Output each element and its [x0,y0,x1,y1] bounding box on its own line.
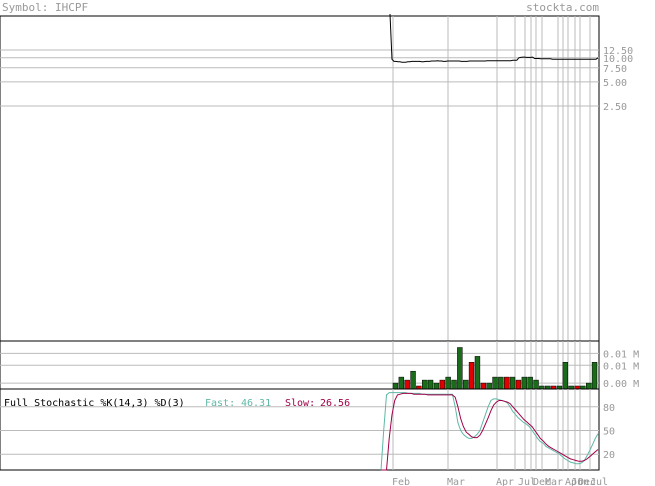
volume-bar [427,379,434,390]
volume-bar [509,376,516,390]
volume-bar [474,356,481,390]
volume-bar [515,379,522,390]
volume-bar [457,347,463,390]
volume-bar [468,362,475,390]
volume-bar [492,376,498,390]
price-tick-label: 2.50 [603,102,627,113]
x-tick-label: Jul [518,477,536,486]
fast-value: 46.31 [241,398,271,409]
stochastic-slow-line [381,392,599,471]
x-tick-label: Dec [578,477,596,486]
price-line [389,13,599,63]
volume-bar [410,370,416,390]
volume-bar [439,379,446,390]
volume-y-axis: 0.01 M0.01 M 0.00 M [603,349,639,390]
volume-bar [586,382,592,390]
volume-bar [422,379,428,390]
volume-bars [392,347,598,390]
price-tick-label: 7.50 [603,64,627,75]
fast-label: Fast: [205,398,235,409]
volume-bar [504,376,510,390]
volume-bar [521,376,528,390]
stochastic-y-axis: 80 50 20 [603,403,615,461]
volume-bar [486,382,492,390]
price-tick-label: 10.00 [603,54,633,65]
slow-value: 26.56 [320,398,350,409]
volume-bar [433,382,440,390]
price-grid [0,16,599,341]
volume-bar [562,362,569,390]
stochastic-grid [0,389,599,470]
slow-label: Slow: [285,398,315,409]
volume-bar [404,379,410,390]
volume-tick-label: 0.01 M [603,361,639,372]
price-panel [0,15,600,342]
x-tick-label: Mar [545,477,563,486]
volume-bar [480,382,487,390]
price-tick-label: 12.50 [603,46,633,57]
volume-bar [533,379,539,390]
price-tick-label: 5.00 [603,78,627,89]
volume-tick-label: 0.00 M [603,379,639,390]
x-tick-label: Dec [533,477,551,486]
x-tick-label: Apr [496,477,514,486]
x-tick-label: Apr [565,477,583,486]
x-tick-label: Jun [571,477,589,486]
stochastic-tick-label: 50 [603,427,615,438]
site-label: stockta.com [526,1,599,14]
stochastic-panel [0,388,600,471]
stochastic-tick-label: 20 [603,450,615,461]
x-tick-label: Mar [447,477,465,486]
symbol-label: Symbol: IHCPF [2,1,88,14]
x-tick-label: Feb [392,477,410,486]
stochastic-tick-label: 80 [603,403,615,414]
x-tick-label: Jul [590,477,608,486]
stochastic-title: Full Stochastic %K(14,3) %D(3) [4,398,185,409]
volume-bar [451,379,457,390]
volume-bar [445,376,451,390]
volume-bar [591,362,598,390]
volume-bar [498,376,504,390]
volume-bar [527,376,533,390]
stochastic-fast-line [380,392,599,471]
volume-bar [398,376,405,390]
volume-bar [392,382,399,390]
volume-tick-label: 0.01 M [603,349,639,360]
volume-bar [463,379,469,390]
